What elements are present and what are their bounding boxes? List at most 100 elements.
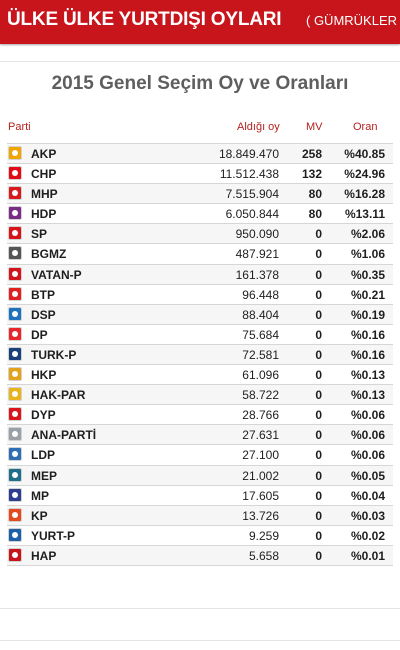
vote-count: 18.849.470 (218, 147, 279, 161)
vatan-p-logo-icon (8, 266, 22, 281)
party-name: KP (31, 508, 48, 523)
vote-count: 58.722 (242, 388, 279, 403)
btp-logo-icon (8, 286, 22, 301)
table-row: MHP 7.515.904 80 %16.28 (7, 184, 393, 205)
column-header-mv: MV (306, 121, 323, 133)
party-name: CHP (31, 167, 57, 182)
party-name: AKP (31, 147, 57, 161)
table-row: ANA-PARTİ 27.631 0 %0.06 (7, 425, 393, 446)
akp-logo-icon (8, 146, 22, 160)
mv-count: 0 (315, 548, 322, 563)
table-row: MP 17.605 0 %0.04 (7, 486, 393, 506)
kp-logo-icon (8, 507, 22, 522)
vote-rate: %24.96 (344, 167, 385, 182)
mv-count: 0 (315, 428, 322, 443)
divider (0, 61, 400, 62)
mep-logo-icon (8, 467, 22, 482)
mv-count: 0 (315, 468, 322, 483)
vote-rate: %0.13 (350, 388, 385, 403)
vote-rate: %0.35 (350, 267, 385, 282)
vote-count: 27.631 (242, 428, 279, 443)
vote-count: 5.658 (248, 548, 279, 563)
table-row: DYP 28.766 0 %0.06 (7, 405, 393, 426)
vote-count: 28.766 (242, 408, 279, 423)
table-row: MEP 21.002 0 %0.05 (7, 465, 393, 486)
table-row: HDP 6.050.844 80 %13.11 (7, 204, 393, 225)
table-row: TURK-P 72.581 0 %0.16 (7, 344, 393, 366)
table-row: HAP 5.658 0 %0.01 (7, 545, 393, 566)
vote-count: 7.515.904 (225, 187, 279, 202)
vote-count: 17.605 (242, 488, 279, 503)
vote-rate: %0.13 (350, 368, 385, 383)
ldp-logo-icon (8, 447, 22, 462)
table-row: DSP 88.404 0 %0.19 (7, 304, 393, 325)
mv-count: 0 (315, 408, 322, 423)
party-name: VATAN-P (31, 267, 82, 282)
divider (0, 608, 400, 609)
party-name: YURT-P (31, 528, 76, 543)
dyp-logo-icon (8, 407, 22, 422)
vote-rate: %0.16 (350, 347, 385, 362)
dp-logo-icon (8, 326, 22, 341)
column-header-rate: Oran (353, 121, 378, 133)
vote-rate: %0.02 (350, 528, 385, 543)
party-name: SP (31, 227, 48, 242)
vote-count: 6.050.844 (225, 207, 279, 222)
vote-rate: %0.16 (350, 327, 385, 342)
results-table: AKP 18.849.470 258 %40.85 CHP 11.512.438 132 %2… (7, 143, 393, 566)
mv-count: 258 (301, 147, 322, 161)
vote-rate: %0.01 (350, 548, 385, 563)
vote-count: 161.378 (235, 267, 279, 282)
sp-logo-icon (8, 226, 22, 241)
ana-parti-logo-icon (8, 427, 22, 442)
mv-count: 0 (315, 368, 322, 383)
vote-count: 487.921 (235, 247, 279, 262)
hkp-logo-icon (8, 367, 22, 382)
table-row: AKP 18.849.470 258 %40.85 (7, 144, 393, 165)
party-name: BGMZ (31, 247, 67, 262)
party-name: BTP (31, 287, 55, 302)
mv-count: 132 (301, 167, 322, 182)
party-name: DSP (31, 307, 56, 322)
header-title[interactable]: ÜLKE ÜLKE YURTDIŞI OYLARI (7, 9, 282, 30)
mv-count: 0 (315, 488, 322, 503)
party-name: TURK-P (31, 347, 77, 362)
party-name: MEP (31, 468, 58, 483)
mv-count: 80 (308, 207, 322, 222)
party-name: DYP (31, 408, 56, 423)
table-row: BGMZ 487.921 0 %1.06 (7, 244, 393, 265)
party-name: HKP (31, 368, 57, 383)
header-subtitle[interactable]: ( GÜMRÜKLER / (306, 13, 400, 28)
divider (0, 640, 400, 641)
vote-count: 27.100 (242, 448, 279, 463)
vote-rate: %0.04 (350, 488, 385, 503)
vote-rate: %0.03 (350, 508, 385, 523)
column-header-votes: Aldığı oy (237, 121, 280, 133)
party-name: DP (31, 327, 48, 342)
vote-rate: %0.06 (350, 448, 385, 463)
mv-count: 80 (308, 187, 322, 202)
mv-count: 0 (315, 307, 322, 322)
vote-rate: %0.06 (350, 408, 385, 423)
party-name: ANA-PARTİ (31, 428, 97, 443)
vote-count: 950.090 (235, 227, 279, 242)
table-row: SP 950.090 0 %2.06 (7, 224, 393, 245)
vote-count: 13.726 (242, 508, 279, 523)
chp-logo-icon (8, 166, 22, 181)
vote-rate: %16.28 (344, 187, 385, 202)
party-name: LDP (31, 448, 55, 463)
table-row: YURT-P 9.259 0 %0.02 (7, 526, 393, 546)
table-row: LDP 27.100 0 %0.06 (7, 445, 393, 466)
table-row: HAK-PAR 58.722 0 %0.13 (7, 385, 393, 406)
column-header-party: Parti (8, 121, 31, 133)
mv-count: 0 (315, 528, 322, 543)
table-row: VATAN-P 161.378 0 %0.35 (7, 264, 393, 285)
party-name: HDP (31, 207, 57, 222)
table-row: CHP 11.512.438 132 %24.96 (7, 164, 393, 185)
vote-count: 11.512.438 (219, 167, 279, 182)
vote-rate: %0.21 (350, 287, 385, 302)
vote-count: 88.404 (242, 307, 279, 322)
vote-rate: %1.06 (350, 247, 385, 262)
mhp-logo-icon (8, 186, 22, 201)
mv-count: 0 (315, 247, 322, 262)
